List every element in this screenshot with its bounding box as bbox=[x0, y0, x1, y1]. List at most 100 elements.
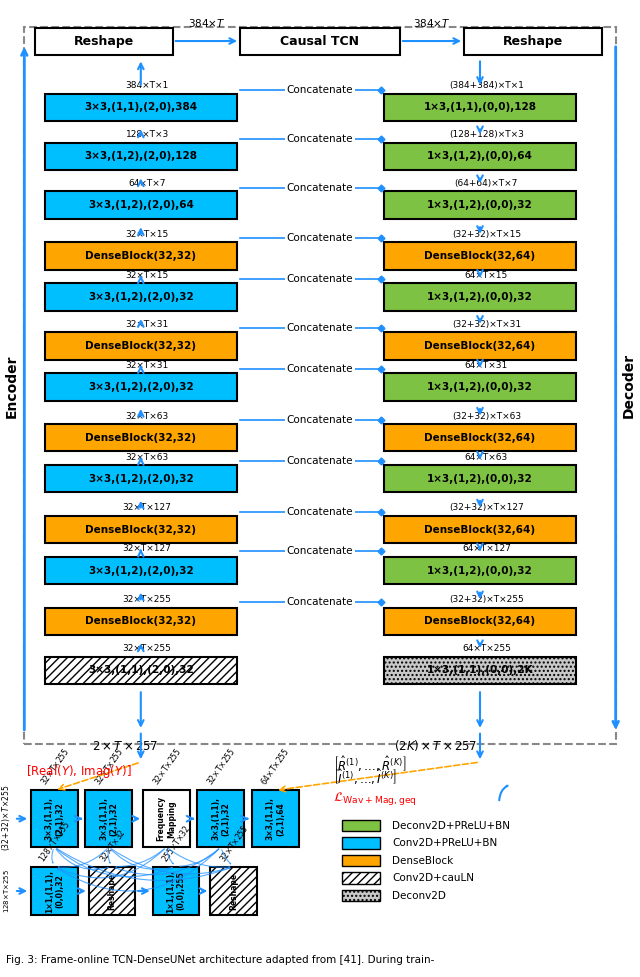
Text: Reshape: Reshape bbox=[74, 34, 134, 48]
Text: Concatenate: Concatenate bbox=[287, 546, 353, 556]
Text: 1×1,(1,1),
(0,0),32: 1×1,(1,1), (0,0),32 bbox=[45, 870, 64, 913]
Text: 128×T×3: 128×T×3 bbox=[125, 130, 169, 139]
Bar bbox=[88, 867, 136, 915]
Bar bbox=[384, 94, 576, 121]
Text: Deconv2D: Deconv2D bbox=[392, 891, 446, 901]
Bar bbox=[384, 143, 576, 170]
Bar bbox=[210, 867, 257, 915]
Text: $(32\!+\!32)\!\times\!T\!\times\!255$: $(32\!+\!32)\!\times\!T\!\times\!255$ bbox=[1, 785, 12, 851]
Bar bbox=[45, 657, 237, 684]
Text: 32×T×15: 32×T×15 bbox=[125, 230, 169, 238]
Bar bbox=[45, 608, 237, 635]
Text: Reshape: Reshape bbox=[229, 872, 238, 910]
Text: 1×3,(1,2),(0,0),32: 1×3,(1,2),(0,0),32 bbox=[427, 382, 533, 392]
FancyArrowPatch shape bbox=[52, 850, 53, 863]
Text: 64×T×127: 64×T×127 bbox=[462, 544, 511, 553]
Bar bbox=[384, 465, 576, 492]
FancyArrowPatch shape bbox=[180, 849, 219, 867]
Text: 3×3,(1,2),(2,0),64: 3×3,(1,2),(2,0),64 bbox=[88, 200, 194, 210]
Text: Concatenate: Concatenate bbox=[287, 456, 353, 466]
Bar bbox=[384, 242, 576, 270]
Text: 32×T×31: 32×T×31 bbox=[125, 319, 169, 328]
Text: Deconv2D+PReLU+BN: Deconv2D+PReLU+BN bbox=[392, 821, 511, 830]
Text: DenseBlock(32,64): DenseBlock(32,64) bbox=[424, 433, 536, 443]
Text: Concatenate: Concatenate bbox=[287, 415, 353, 425]
Text: 3×3,(1,2),(2,0),32: 3×3,(1,2),(2,0),32 bbox=[88, 382, 194, 392]
Text: DenseBlock(32,32): DenseBlock(32,32) bbox=[85, 525, 196, 534]
Text: 128$\times$T$\times$255: 128$\times$T$\times$255 bbox=[36, 818, 73, 864]
Bar bbox=[24, 27, 616, 744]
Text: Concatenate: Concatenate bbox=[287, 507, 353, 517]
Text: 3×3,(1,1),
(2,1),32: 3×3,(1,1), (2,1),32 bbox=[211, 797, 230, 840]
Text: 32×T×31: 32×T×31 bbox=[125, 361, 169, 369]
Text: 1×3,(1,1),(0,0),128: 1×3,(1,1),(0,0),128 bbox=[424, 103, 536, 112]
Text: $2\times T\times 257$: $2\times T\times 257$ bbox=[92, 741, 158, 753]
Text: 32$\times$T$\times$255: 32$\times$T$\times$255 bbox=[204, 745, 237, 787]
Text: Concatenate: Concatenate bbox=[287, 323, 353, 333]
Text: 32×T×63: 32×T×63 bbox=[125, 411, 169, 420]
Text: (32+32)×T×31: (32+32)×T×31 bbox=[452, 319, 521, 328]
Text: 3×3,(1,1),
(2,1),32: 3×3,(1,1), (2,1),32 bbox=[99, 797, 118, 840]
Bar bbox=[384, 332, 576, 360]
Text: Decoder: Decoder bbox=[621, 354, 636, 418]
Bar bbox=[153, 867, 200, 915]
Text: Frequency
Mapping: Frequency Mapping bbox=[157, 796, 176, 841]
Text: Concatenate: Concatenate bbox=[287, 183, 353, 192]
Text: 32×T×127: 32×T×127 bbox=[123, 544, 172, 553]
FancyArrowPatch shape bbox=[116, 849, 164, 867]
Text: 64×T×63: 64×T×63 bbox=[465, 452, 508, 461]
Bar bbox=[342, 837, 380, 849]
Bar bbox=[45, 94, 237, 121]
Text: 32×T×63: 32×T×63 bbox=[125, 452, 169, 461]
Bar bbox=[342, 872, 380, 884]
FancyArrowPatch shape bbox=[57, 849, 230, 880]
Text: 3×3,(1,2),(2,0),128: 3×3,(1,2),(2,0),128 bbox=[84, 151, 197, 161]
Text: 1×3,(1,2),(0,0),64: 1×3,(1,2),(0,0),64 bbox=[427, 151, 533, 161]
Bar bbox=[342, 820, 380, 831]
Bar bbox=[464, 27, 602, 55]
Bar bbox=[252, 790, 299, 847]
Text: Fig. 3: Frame-online TCN-DenseUNet architecture adapted from [41]. During train-: Fig. 3: Frame-online TCN-DenseUNet archi… bbox=[6, 956, 435, 965]
Bar bbox=[45, 242, 237, 270]
Bar bbox=[45, 373, 237, 401]
Text: $\left[\hat{R}^{(1)},\ldots,\hat{R}^{(K)}\right]$: $\left[\hat{R}^{(1)},\ldots,\hat{R}^{(K)… bbox=[333, 754, 406, 773]
Text: DenseBlock(32,32): DenseBlock(32,32) bbox=[85, 616, 196, 626]
Text: $\left[\hat{I}^{(1)},\ldots,\hat{I}^{(K)}\right]$: $\left[\hat{I}^{(1)},\ldots,\hat{I}^{(K)… bbox=[333, 767, 397, 786]
FancyArrowPatch shape bbox=[58, 849, 219, 891]
Bar bbox=[45, 516, 237, 543]
Bar bbox=[384, 283, 576, 311]
FancyArrowPatch shape bbox=[56, 849, 172, 876]
Text: 64×T×7: 64×T×7 bbox=[129, 179, 166, 188]
Bar bbox=[384, 424, 576, 451]
Text: DenseBlock(32,64): DenseBlock(32,64) bbox=[424, 525, 536, 534]
Bar bbox=[384, 657, 576, 684]
Text: 64×T×15: 64×T×15 bbox=[465, 271, 508, 279]
FancyArrowPatch shape bbox=[221, 850, 230, 864]
Bar bbox=[31, 867, 78, 915]
Text: (32+32)×T×255: (32+32)×T×255 bbox=[449, 595, 524, 604]
Bar bbox=[384, 516, 576, 543]
Bar bbox=[45, 465, 237, 492]
Text: 1×3,(1,2),(0,0),32: 1×3,(1,2),(0,0),32 bbox=[427, 474, 533, 484]
Bar bbox=[86, 790, 132, 847]
Text: 32×T×15: 32×T×15 bbox=[125, 271, 169, 279]
Bar bbox=[384, 373, 576, 401]
FancyArrowPatch shape bbox=[116, 849, 219, 874]
Text: Reshape: Reshape bbox=[502, 34, 563, 48]
Text: $(2K)\times T\times 257$: $(2K)\times T\times 257$ bbox=[394, 739, 477, 753]
Bar bbox=[31, 790, 78, 847]
Text: 3×3,(1,2),(2,0),32: 3×3,(1,2),(2,0),32 bbox=[88, 474, 194, 484]
Text: (32+32)×T×127: (32+32)×T×127 bbox=[449, 503, 524, 512]
Text: 32×T×255: 32×T×255 bbox=[123, 644, 172, 653]
Text: 3×3,(1,1),(2,0),32: 3×3,(1,1),(2,0),32 bbox=[88, 665, 194, 675]
Text: DenseBlock(32,32): DenseBlock(32,32) bbox=[85, 433, 196, 443]
Text: DenseBlock(32,64): DenseBlock(32,64) bbox=[424, 341, 536, 351]
Text: 32×T×127: 32×T×127 bbox=[123, 503, 172, 512]
Text: 384$\times$$T$: 384$\times$$T$ bbox=[413, 17, 451, 29]
Bar bbox=[45, 332, 237, 360]
Text: 64×T×255: 64×T×255 bbox=[462, 644, 511, 653]
Text: 32×T×255: 32×T×255 bbox=[123, 595, 172, 604]
Text: $\mathcal{L}_{\mathrm{Wav+Mag,geq}}$: $\mathcal{L}_{\mathrm{Wav+Mag,geq}}$ bbox=[333, 790, 417, 807]
FancyArrowPatch shape bbox=[168, 849, 230, 868]
Text: Conv2D+cauLN: Conv2D+cauLN bbox=[392, 873, 474, 883]
